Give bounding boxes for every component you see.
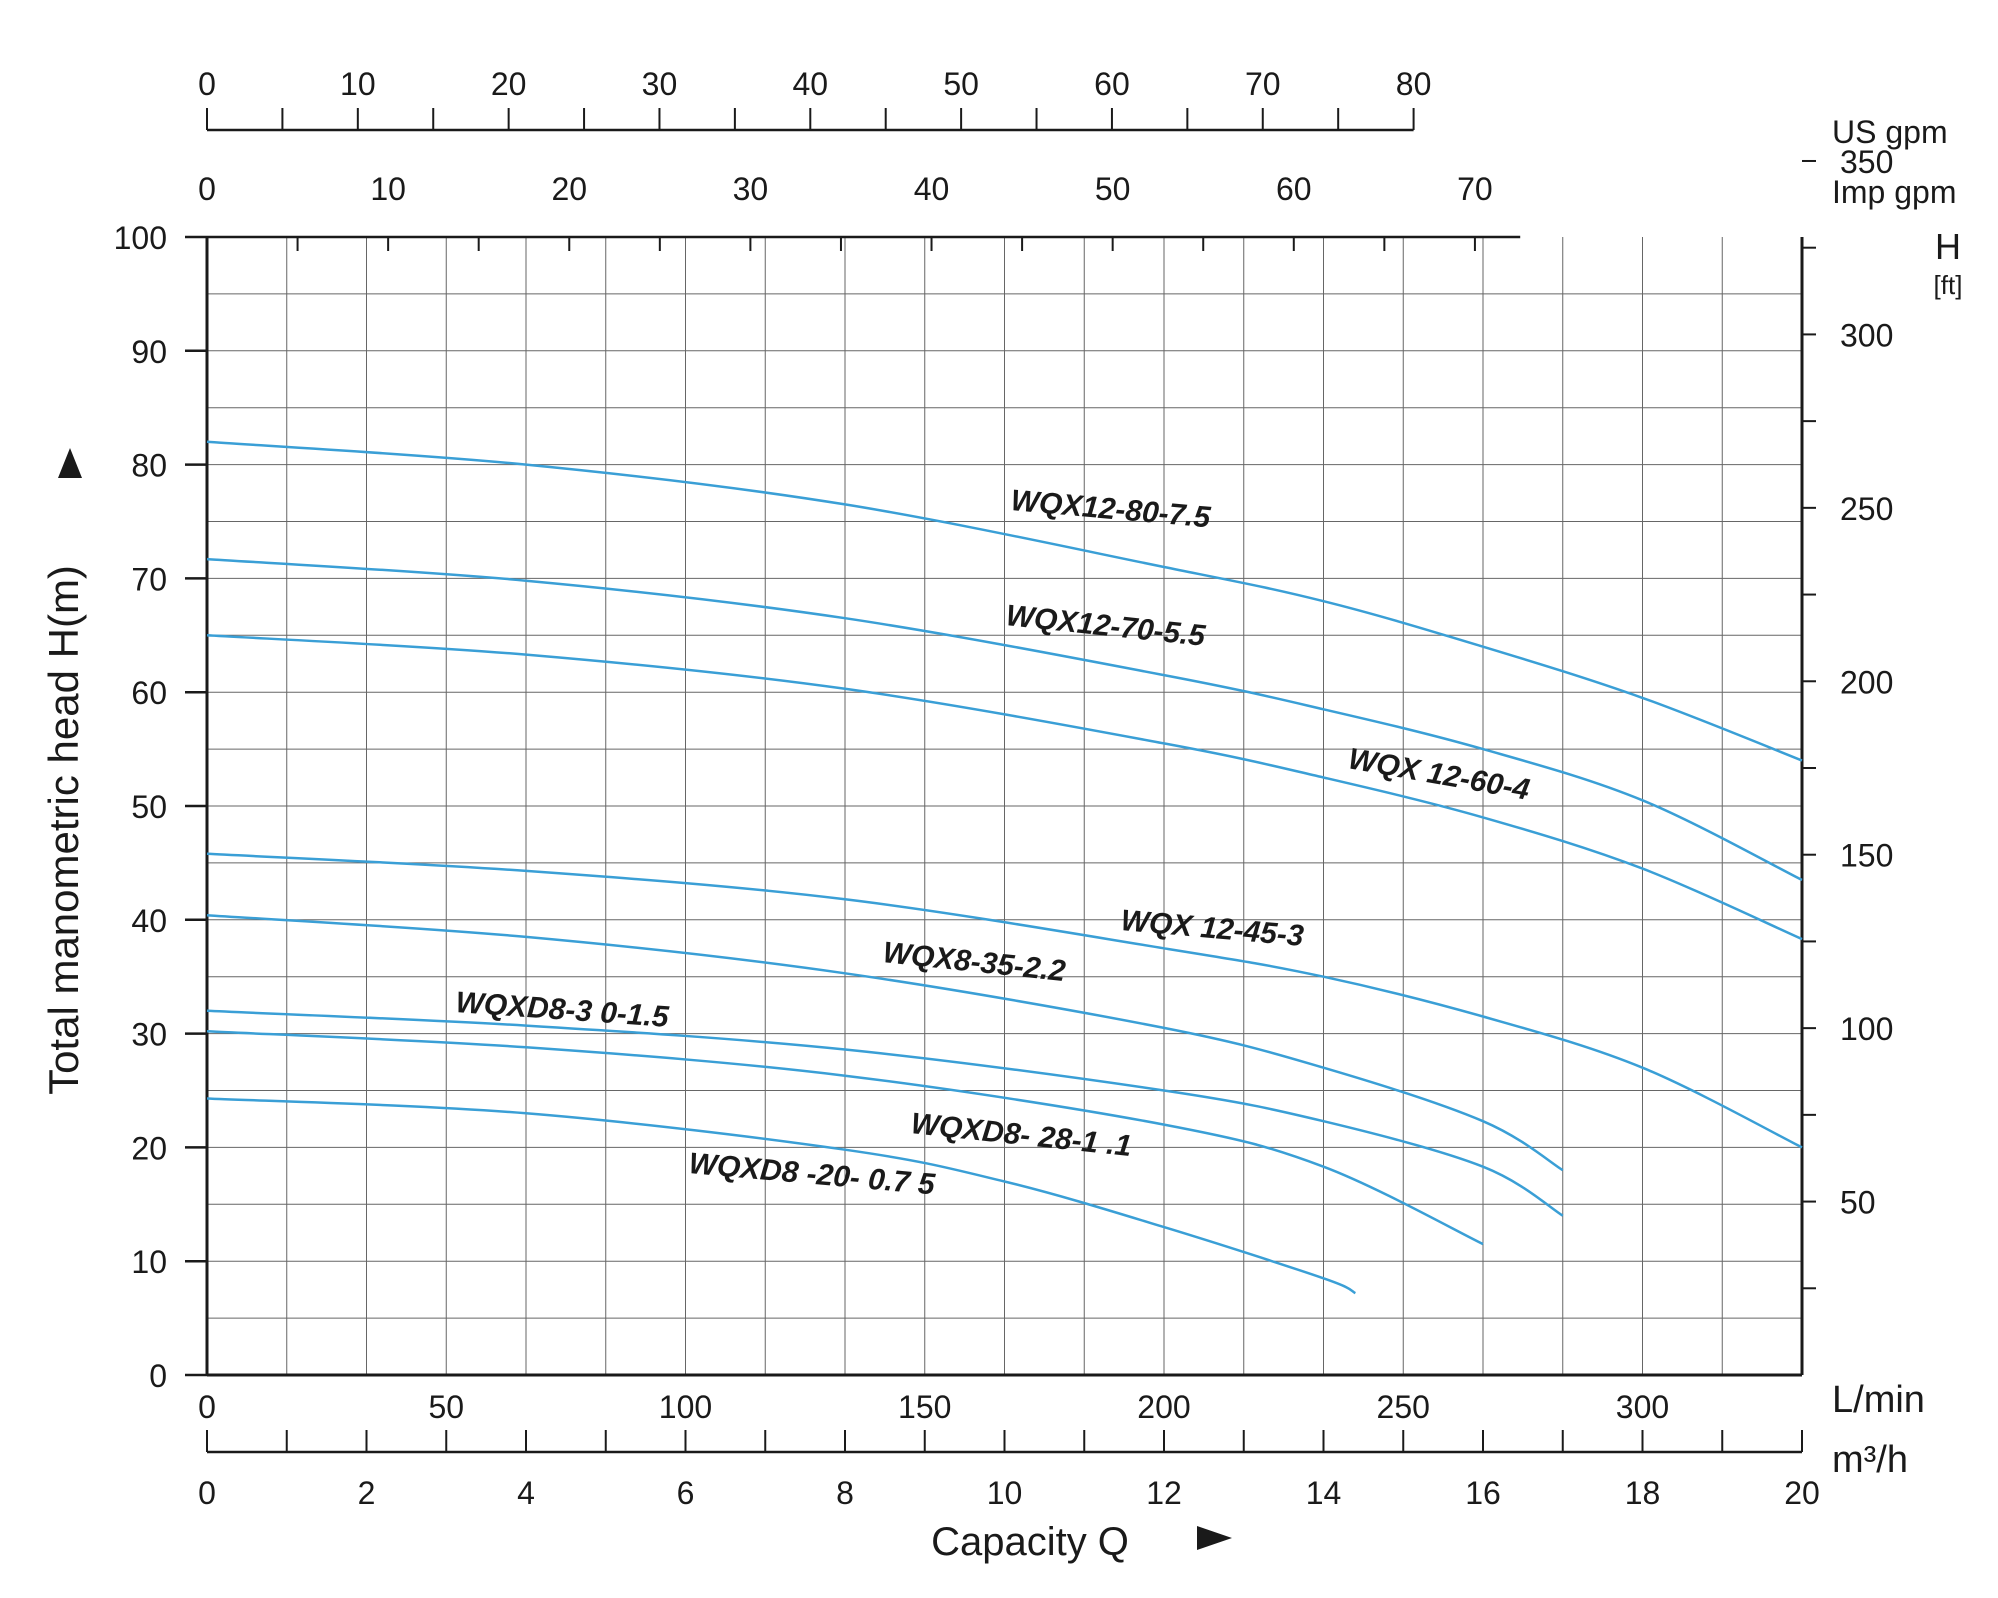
- m3h-tick-label: 18: [1625, 1475, 1661, 1511]
- right-tick-label: 200: [1840, 664, 1893, 700]
- us-gpm-tick-label: 50: [943, 66, 979, 102]
- left-tick-label: 60: [131, 675, 167, 711]
- us-gpm-tick-label: 40: [792, 66, 828, 102]
- lmin-tick-label: 300: [1616, 1389, 1669, 1425]
- left-tick-label: 30: [131, 1017, 167, 1053]
- imp-gpm-tick-label: 40: [914, 171, 950, 207]
- left-tick-label: 80: [131, 448, 167, 484]
- y-axis-title: Total manometric head H(m): [40, 565, 87, 1095]
- m3h-tick-label: 20: [1784, 1475, 1820, 1511]
- m3h-tick-label: 4: [517, 1475, 535, 1511]
- us-gpm-tick-label: 30: [642, 66, 678, 102]
- curves: [206, 440, 1803, 1295]
- bottom-axis-unit-lmin: L/min: [1832, 1379, 1925, 1421]
- right-axis-title: H: [1935, 226, 1961, 267]
- right-tick-label: 250: [1840, 491, 1893, 527]
- m3h-tick-label: 10: [987, 1475, 1023, 1511]
- lmin-tick-label: 0: [198, 1389, 216, 1425]
- us-gpm-tick-label: 0: [198, 66, 216, 102]
- left-tick-label: 100: [114, 220, 167, 256]
- curve-3: [206, 634, 1803, 941]
- lmin-tick-label: 50: [428, 1389, 464, 1425]
- curve-2: [206, 557, 1803, 882]
- us-gpm-tick-label: 20: [491, 66, 527, 102]
- m3h-tick-label: 0: [198, 1475, 216, 1511]
- lmin-tick-label: 100: [659, 1389, 712, 1425]
- curve-5: [206, 913, 1564, 1172]
- curve-6: [206, 1009, 1564, 1217]
- curve-7: [206, 1030, 1484, 1246]
- x-axis-title: Capacity Q: [931, 1520, 1129, 1564]
- m3h-tick-label: 14: [1306, 1475, 1342, 1511]
- left-tick-label: 90: [131, 334, 167, 370]
- right-tick-label: 150: [1840, 838, 1893, 874]
- right-axis-unit: [ft]: [1934, 270, 1963, 300]
- us-gpm-tick-label: 10: [340, 66, 376, 102]
- top-axis-unit-usgpm: US gpm: [1832, 114, 1948, 150]
- left-tick-label: 50: [131, 789, 167, 825]
- imp-gpm-tick-label: 20: [551, 171, 587, 207]
- left-tick-label: 20: [131, 1130, 167, 1166]
- imp-gpm-tick-label: 50: [1095, 171, 1131, 207]
- lmin-tick-label: 250: [1377, 1389, 1430, 1425]
- left-tick-label: 70: [131, 561, 167, 597]
- left-tick-label: 40: [131, 903, 167, 939]
- curve-label-3: WQX 12-60-4: [1346, 742, 1533, 806]
- right-tick-label: 300: [1840, 317, 1893, 353]
- imp-gpm-tick-label: 0: [198, 171, 216, 207]
- top-axis-unit-impgpm: Imp gpm: [1832, 174, 1956, 210]
- curve-label-2: WQX12-70-5.5: [1004, 599, 1208, 653]
- curve-4: [206, 852, 1803, 1149]
- m3h-tick-label: 8: [836, 1475, 854, 1511]
- axes: 0102030405060708090100501001502002503003…: [114, 66, 1894, 1511]
- grid: [207, 237, 1802, 1375]
- right-tick-label: 100: [1840, 1011, 1893, 1047]
- left-tick-label: 0: [149, 1358, 167, 1394]
- up-arrow-icon: [58, 448, 82, 478]
- curve-label-1: WQX12-80-7.5: [1009, 484, 1213, 534]
- curve-label-5: WQX8-35-2.2: [881, 936, 1067, 988]
- lmin-tick-label: 200: [1137, 1389, 1190, 1425]
- imp-gpm-tick-label: 10: [370, 171, 406, 207]
- imp-gpm-tick-label: 30: [733, 171, 769, 207]
- right-tick-label: 350: [1840, 144, 1893, 180]
- bottom-axis-unit-m3h: m³/h: [1832, 1439, 1908, 1481]
- right-arrow-icon: [1197, 1526, 1232, 1550]
- us-gpm-tick-label: 70: [1245, 66, 1281, 102]
- m3h-tick-label: 16: [1465, 1475, 1501, 1511]
- m3h-tick-label: 6: [677, 1475, 695, 1511]
- curve-label-8: WQXD8 -20- 0.7 5: [687, 1147, 937, 1201]
- m3h-tick-label: 2: [358, 1475, 376, 1511]
- imp-gpm-tick-label: 60: [1276, 171, 1312, 207]
- curve-8: [206, 1097, 1357, 1295]
- curve-label-7: WQXD8- 28-1 .1: [909, 1107, 1133, 1163]
- us-gpm-tick-label: 60: [1094, 66, 1130, 102]
- right-tick-label: 50: [1840, 1185, 1876, 1221]
- imp-gpm-tick-label: 70: [1457, 171, 1493, 207]
- axis-titles: Total manometric head H(m) Capacity Q H …: [40, 114, 1962, 1564]
- left-tick-label: 10: [131, 1244, 167, 1280]
- m3h-tick-label: 12: [1146, 1475, 1182, 1511]
- us-gpm-tick-label: 80: [1396, 66, 1432, 102]
- curve-1: [206, 440, 1803, 762]
- lmin-tick-label: 150: [898, 1389, 951, 1425]
